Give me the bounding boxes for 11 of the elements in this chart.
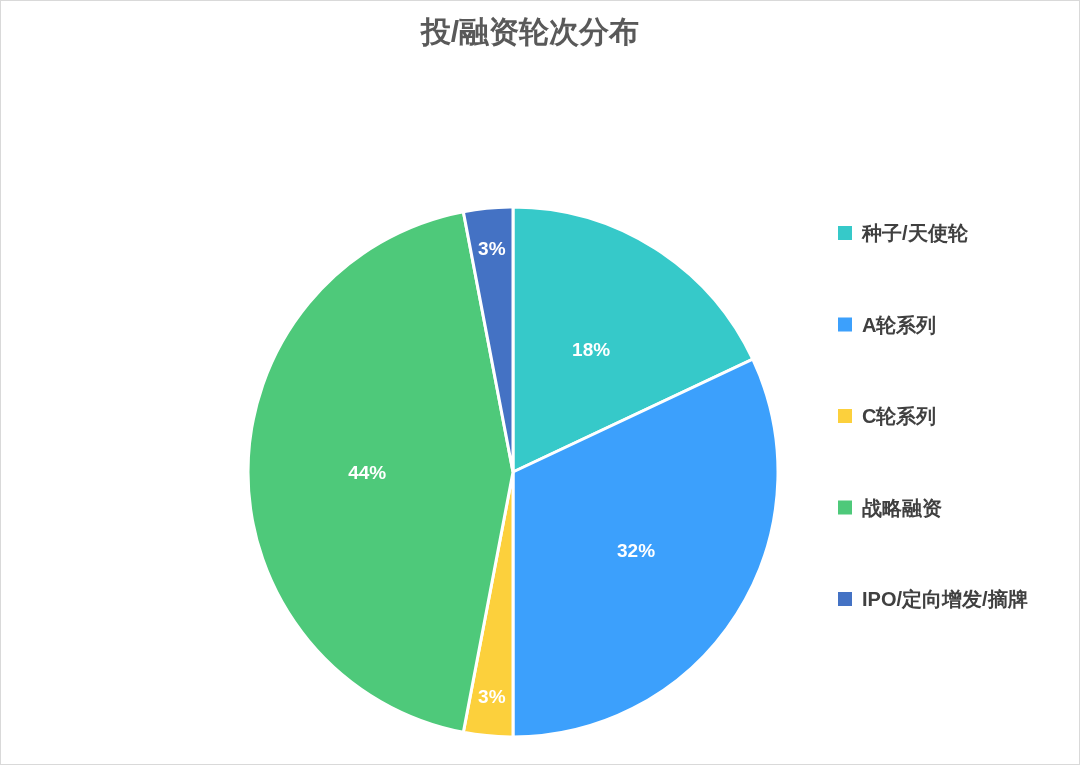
legend-label: 战略融资 bbox=[862, 496, 942, 519]
legend-label: A轮系列 bbox=[862, 313, 937, 336]
data-label: 32% bbox=[617, 540, 656, 562]
data-label: 3% bbox=[478, 237, 506, 259]
legend-label: C轮系列 bbox=[862, 405, 937, 427]
legend-label: IPO/定向增发/摘牌 bbox=[862, 588, 1028, 610]
chart-title: 投/融资轮次分布 bbox=[419, 15, 640, 48]
data-label: 18% bbox=[572, 338, 611, 360]
data-label: 3% bbox=[478, 686, 506, 708]
data-label: 44% bbox=[348, 462, 387, 483]
legend-label: 种子/天使轮 bbox=[861, 222, 969, 244]
